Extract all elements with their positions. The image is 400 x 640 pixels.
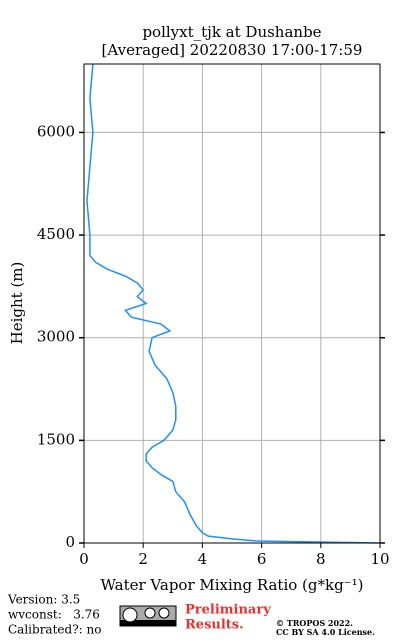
x-tick-label: 6 bbox=[257, 550, 267, 568]
cc-logo bbox=[119, 605, 177, 627]
y-tick-label: 3000 bbox=[37, 328, 75, 346]
y-axis-label: Height (m) bbox=[8, 262, 26, 345]
chart-subtitle: [Averaged] 20220830 17:00-17:59 bbox=[102, 41, 363, 59]
y-tick-label: 6000 bbox=[37, 122, 75, 140]
y-tick-label: 0 bbox=[65, 533, 75, 551]
x-tick-label: 0 bbox=[79, 550, 89, 568]
y-tick-label: 1500 bbox=[37, 430, 75, 448]
copyright: © TROPOS 2022. bbox=[276, 618, 353, 628]
profile-line bbox=[86, 63, 381, 544]
plot-frame bbox=[83, 63, 381, 544]
y-tick-label: 4500 bbox=[37, 225, 75, 243]
chart-title: pollyxt_tjk at Dushanbe bbox=[142, 23, 321, 41]
x-axis-label: Water Vapor Mixing Ratio (g*kg⁻¹) bbox=[101, 576, 364, 594]
preliminary: Preliminary bbox=[185, 603, 271, 618]
calibrated: Calibrated?: no bbox=[8, 623, 101, 637]
preliminary: Results. bbox=[185, 618, 244, 633]
version: Version: 3.5 bbox=[7, 593, 80, 607]
license: CC BY SA 4.0 License. bbox=[276, 627, 375, 637]
wvconst: wvconst: 3.76 bbox=[8, 608, 100, 622]
x-tick-label: 4 bbox=[198, 550, 208, 568]
x-tick-label: 10 bbox=[370, 550, 389, 568]
x-tick-label: 2 bbox=[138, 550, 148, 568]
x-tick-label: 8 bbox=[316, 550, 326, 568]
